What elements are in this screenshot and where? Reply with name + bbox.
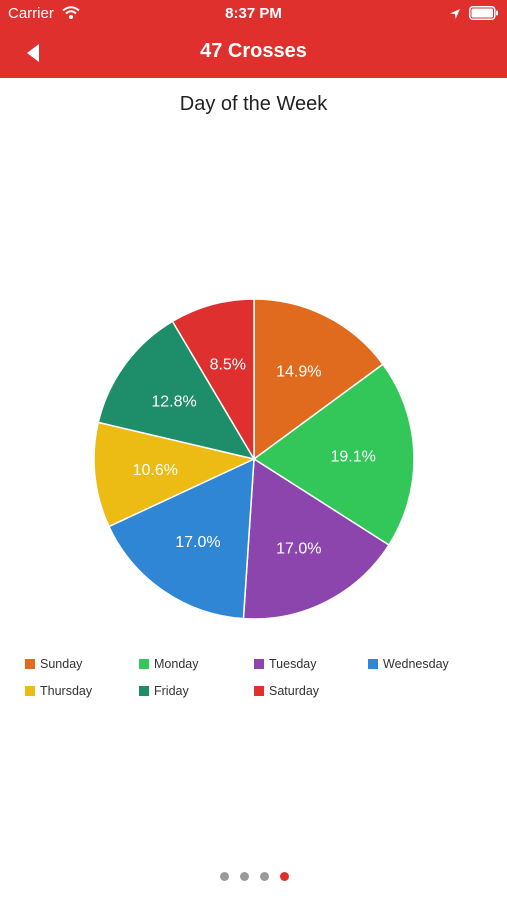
slice-label-thursday: 10.6% <box>133 462 178 479</box>
legend-swatch <box>25 686 35 696</box>
slice-label-sunday: 14.9% <box>276 363 321 380</box>
legend-label: Wednesday <box>383 657 449 671</box>
pie-slice-sunday[interactable] <box>253 298 384 461</box>
legend-swatch <box>25 659 35 669</box>
legend-label: Thursday <box>40 684 93 698</box>
pie-slice-thursday[interactable] <box>93 421 257 528</box>
page-title: 47 Crosses <box>200 40 307 62</box>
page-dot-3[interactable] <box>260 872 269 881</box>
legend-swatch <box>139 686 149 696</box>
slice-label-friday: 12.8% <box>151 393 196 410</box>
slice-label-wednesday: 17.0% <box>175 534 220 551</box>
pie-slice-monday[interactable] <box>252 363 415 547</box>
status-bar: Carrier 8:37 PM <box>0 0 507 28</box>
pie-slice-friday[interactable] <box>97 320 256 461</box>
pie-slice-tuesday[interactable] <box>242 457 390 620</box>
back-arrow-icon <box>27 44 39 62</box>
back-button[interactable] <box>14 38 50 68</box>
page-dot-2[interactable] <box>240 872 249 881</box>
legend-swatch <box>254 686 264 696</box>
legend-label: Monday <box>154 657 199 671</box>
chart-title: Day of the Week <box>179 93 328 115</box>
slice-label-tuesday: 17.0% <box>276 541 321 558</box>
pie-slice-saturday[interactable] <box>171 298 255 462</box>
slice-label-saturday: 8.5% <box>210 356 246 373</box>
legend-label: Tuesday <box>269 657 317 671</box>
legend-label: Sunday <box>40 657 83 671</box>
navigation-bar: 47 Crosses <box>0 28 507 78</box>
clock-time: 8:37 PM <box>225 5 282 22</box>
wifi-icon <box>62 6 80 24</box>
pie-chart: 14.9% 19.1% 17.0% 17.0% 10.6% 12.8% 8.5% <box>93 298 415 620</box>
location-arrow-icon <box>449 7 461 24</box>
legend-label: Friday <box>154 684 189 698</box>
legend-label: Saturday <box>269 684 320 698</box>
legend-swatch <box>254 659 264 669</box>
page-dot-1[interactable] <box>220 872 229 881</box>
legend-swatch <box>139 659 149 669</box>
battery-icon <box>469 6 499 24</box>
pie-slice-wednesday[interactable] <box>107 457 255 620</box>
chart-legend: Sunday Monday Tuesday Wednesday Thursday Frid… <box>0 652 507 712</box>
slice-label-monday: 19.1% <box>330 449 375 466</box>
page-indicator <box>0 872 507 884</box>
legend-swatch <box>368 659 378 669</box>
page-dot-4[interactable] <box>280 872 289 881</box>
carrier-label: Carrier <box>8 5 54 22</box>
